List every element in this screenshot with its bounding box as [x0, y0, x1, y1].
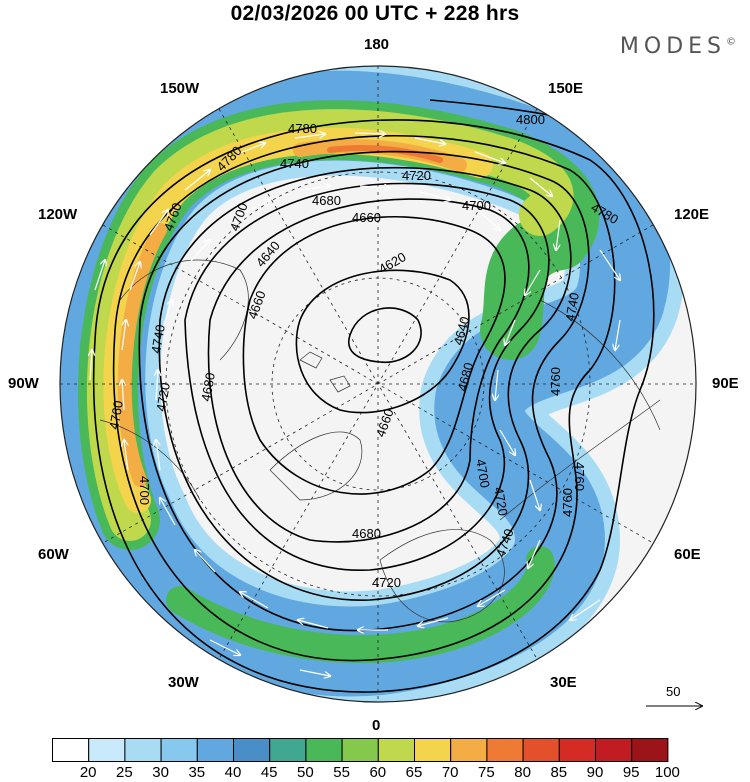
wind-speed-shading: [60, 66, 685, 702]
reference-arrow-icon: [646, 684, 720, 714]
contour-label: 4800: [516, 112, 545, 127]
contour-label: 4700: [462, 198, 491, 213]
lon-label-90e: 90E: [712, 375, 739, 392]
colorbar-swatch: [486, 738, 524, 762]
colorbar-tick-label: 100: [654, 764, 680, 781]
colorbar-tick-label: 40: [224, 764, 242, 781]
contour-4700: [184, 182, 550, 571]
contour-label: 4720: [402, 168, 431, 183]
contour-label: 4640: [450, 315, 472, 347]
lon-label-120e: 120E: [674, 206, 710, 223]
lon-label-60w: 60W: [38, 546, 69, 563]
lon-label-30w: 30W: [168, 674, 199, 691]
colorbar-swatch: [88, 738, 126, 762]
colorbar-swatch: [233, 738, 271, 762]
colorbar-swatch: [160, 738, 198, 762]
colorbar-tick-label: 50: [297, 764, 314, 781]
colorbar-swatch: [377, 738, 415, 762]
colorbar-tick-label: 70: [441, 764, 459, 781]
colorbar-tick-label: 25: [116, 764, 133, 781]
contour-4620: [348, 307, 422, 364]
chart-title: 02/03/2026 00 UTC + 228 hrs: [230, 2, 520, 25]
wind-vectors: [90, 133, 620, 676]
colorbar-swatch: [414, 738, 452, 762]
colorbar-swatch: [595, 738, 633, 762]
contour-label: 4680: [198, 371, 218, 402]
colorbar-swatch: [450, 738, 488, 762]
reference-vector-label: 50: [666, 684, 681, 699]
lon-label-150w: 150W: [160, 80, 200, 97]
contour-4760: [112, 135, 616, 662]
colorbar-tick-label: 60: [369, 764, 387, 781]
contour-label: 4720: [372, 575, 401, 590]
contour-4660: [242, 215, 506, 495]
colorbar-swatch: [305, 738, 343, 762]
contour-label: 4700: [137, 476, 152, 505]
lon-label-30e: 30E: [550, 674, 577, 691]
lon-label-180: 180: [364, 36, 390, 53]
contour-label: 4680: [454, 361, 476, 393]
contour-label: 4740: [280, 156, 309, 171]
colorbar-tick-label: 30: [152, 764, 169, 781]
reference-vector: 50: [640, 684, 720, 714]
contour-label: 4760: [548, 367, 563, 396]
colorbar-tick-label: 55: [333, 764, 350, 781]
contour-4720: [158, 166, 572, 601]
colorbar-swatch: [558, 738, 596, 762]
contour-label: 4780: [288, 121, 317, 136]
arctic-islands: [299, 351, 351, 393]
lon-label-120w: 120W: [38, 206, 78, 223]
contour-4640: [295, 269, 470, 414]
colorbar-tick-label: 45: [260, 764, 278, 781]
contour-label: 4680: [352, 526, 381, 541]
colorbar-swatch: [341, 738, 379, 762]
contour-4680: [207, 198, 530, 543]
lon-label-0: 0: [372, 717, 381, 734]
contour-label: 4720: [153, 381, 173, 412]
contour-4780: [92, 119, 655, 693]
contour-label: 4720: [491, 486, 511, 517]
lon-label-90w: 90W: [8, 375, 39, 392]
colorbar-tick-label: 75: [478, 764, 495, 781]
asia-coast: [499, 299, 661, 521]
colorbar-swatch: [269, 738, 307, 762]
colorbar-tick-label: 95: [622, 764, 640, 781]
colorbar-tick-label: 85: [550, 764, 568, 781]
contour-label: 4760: [560, 488, 575, 517]
contour-label: 4740: [148, 323, 168, 354]
map-boundary: [59, 65, 697, 703]
contour-label: 4740: [562, 291, 582, 322]
colorbar: [52, 738, 669, 762]
lon-label-150e: 150E: [548, 80, 584, 97]
contour-label: 4700: [473, 458, 493, 489]
colorbar-swatch: [124, 738, 162, 762]
colorbar-tick-label: 80: [514, 764, 531, 781]
colorbar-swatch: [522, 738, 560, 762]
contour-label: 4760: [572, 462, 587, 491]
contour-label: 4760: [106, 399, 126, 430]
graticule: [60, 66, 696, 702]
contour-4740: [138, 150, 590, 632]
modes-logo: MODES©: [619, 34, 736, 59]
colorbar-swatch: [631, 738, 669, 762]
greenland-coast: [269, 431, 363, 501]
colorbar-tick-label: 35: [188, 764, 206, 781]
lon-label-60e: 60E: [674, 546, 701, 563]
contour-label: 4660: [352, 210, 381, 225]
colorbar-tick-label: 20: [79, 764, 97, 781]
height-contours: [92, 99, 655, 693]
colorbar-tick-label: 65: [405, 764, 423, 781]
shade-80: [327, 145, 443, 163]
colorbar-tick-label: 90: [586, 764, 604, 781]
contour-label: 4680: [312, 193, 341, 208]
colorbar-swatch: [196, 738, 235, 762]
shade-south-60: [166, 546, 555, 664]
colorbar-swatch: [52, 738, 90, 762]
